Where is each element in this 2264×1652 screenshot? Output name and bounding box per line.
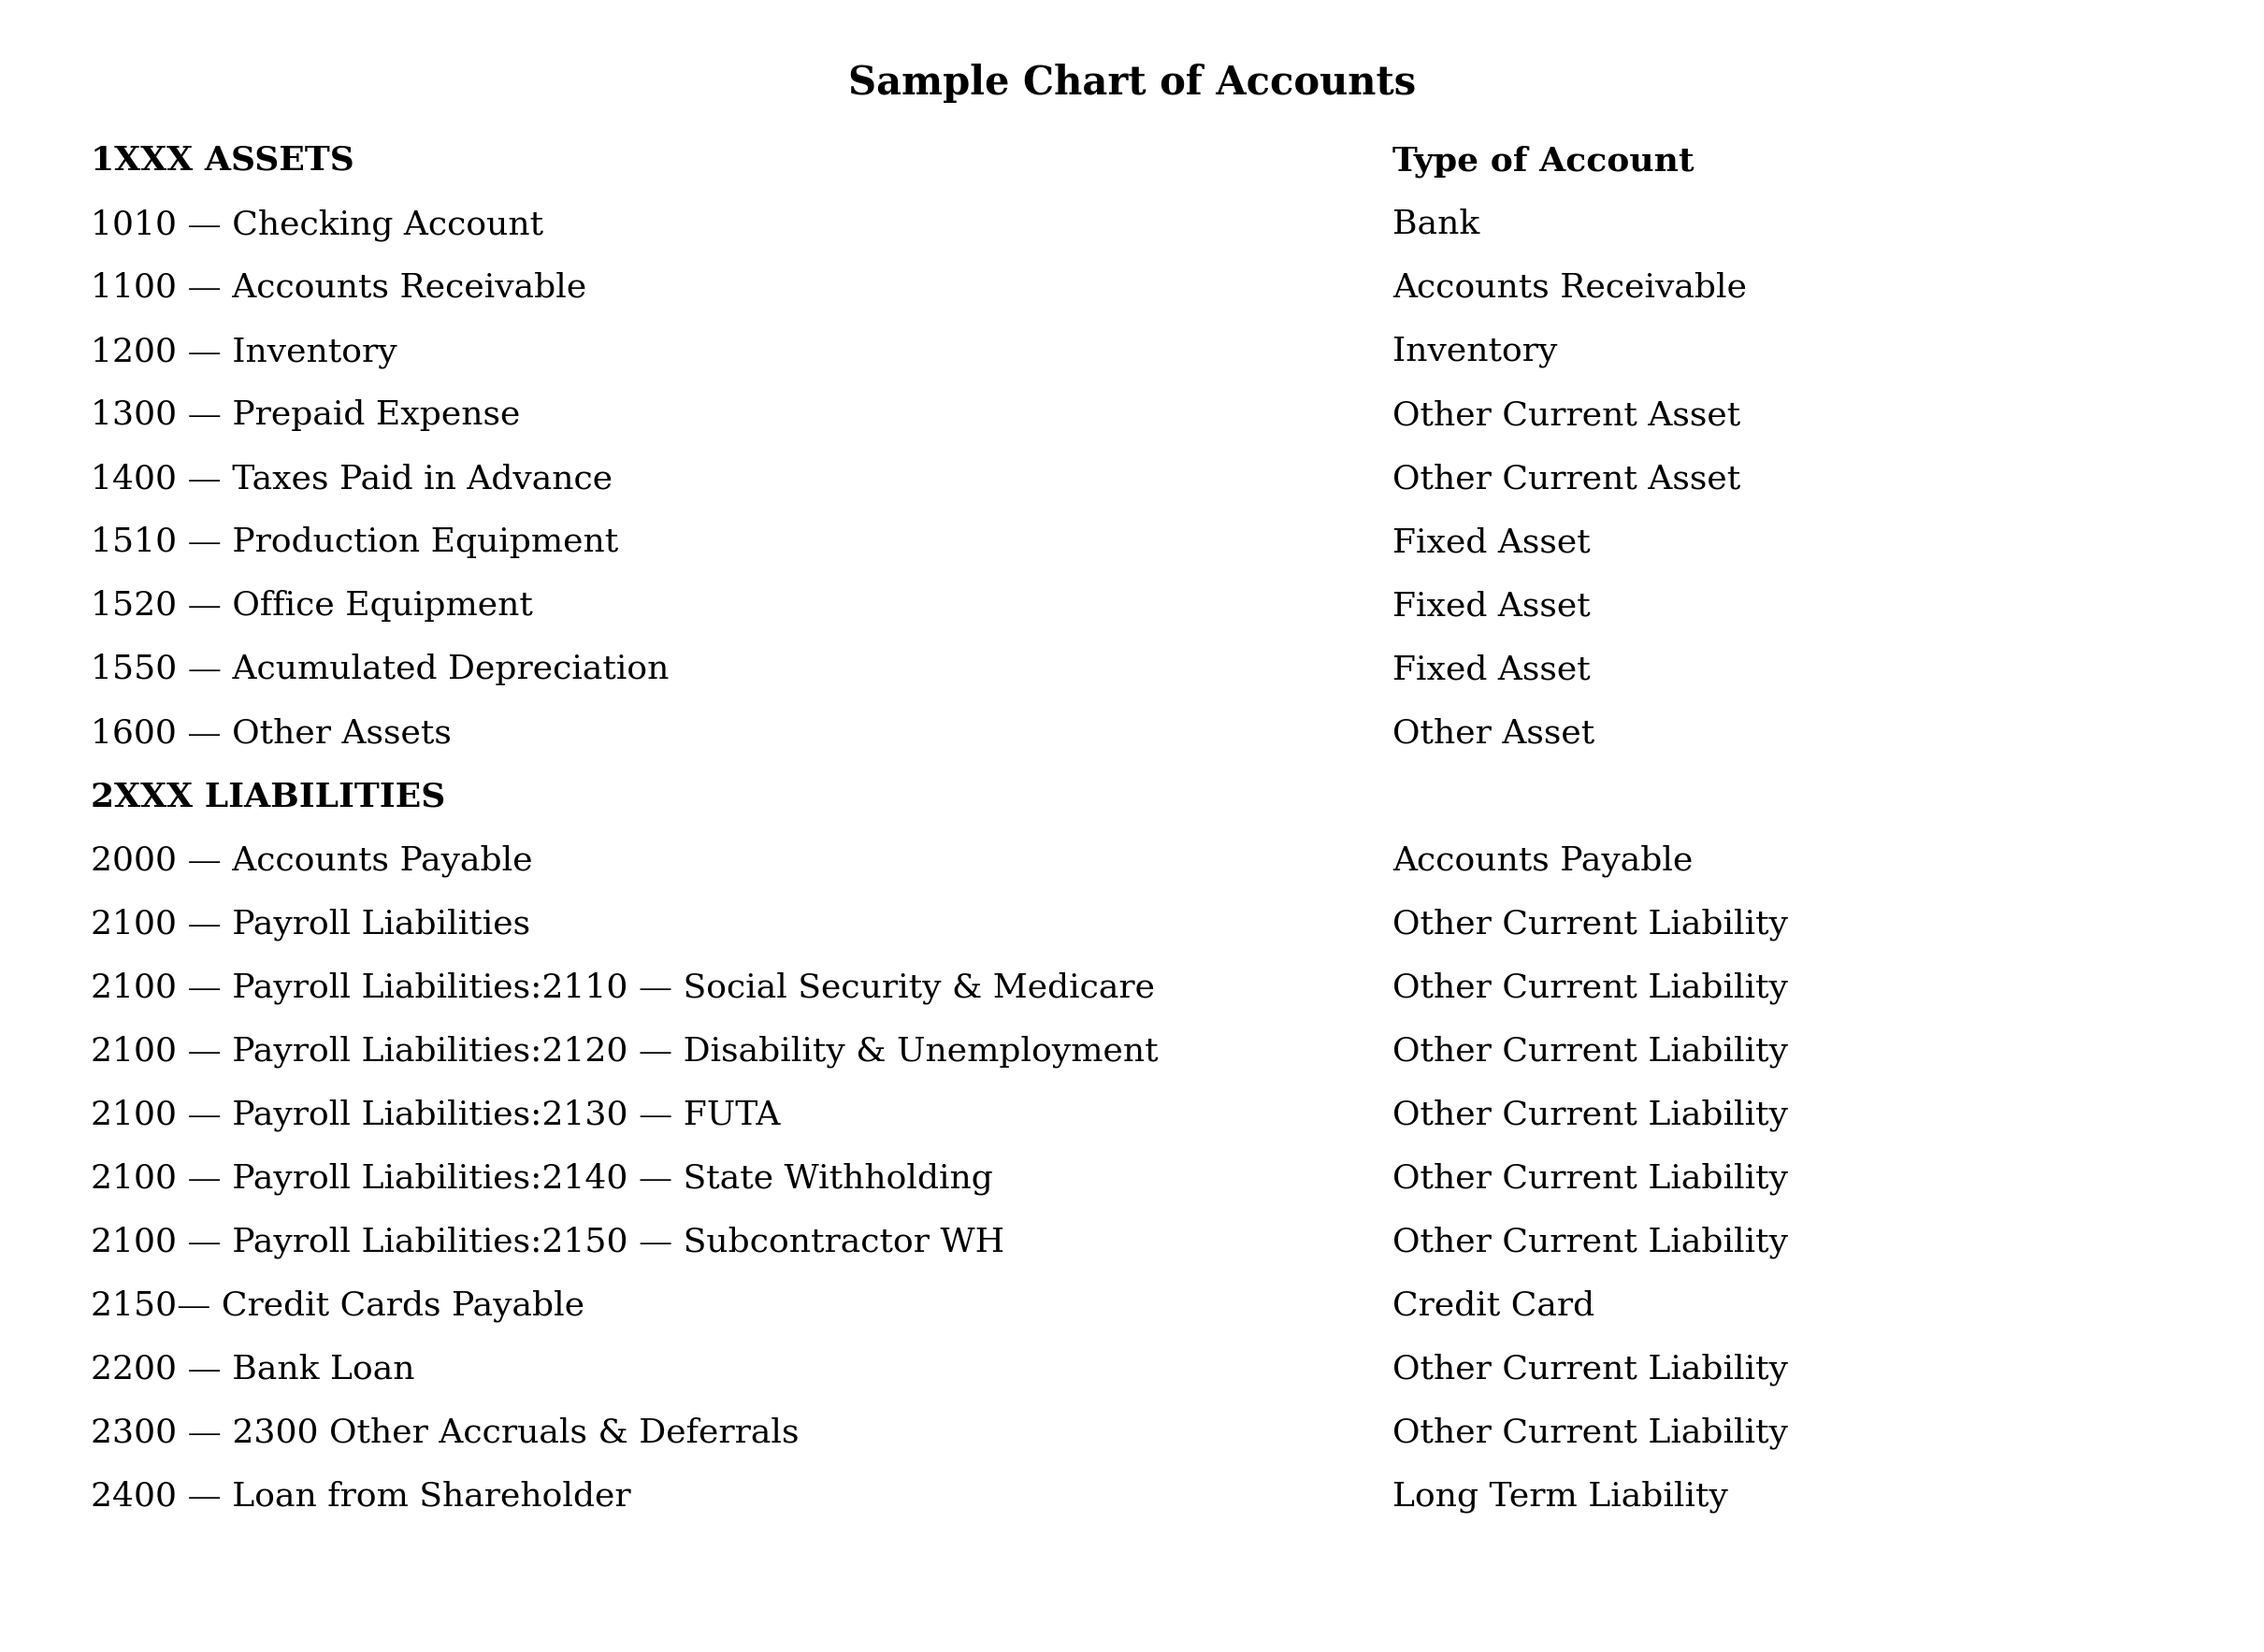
Text: 1520 — Office Equipment: 1520 — Office Equipment <box>91 590 532 621</box>
Text: Sample Chart of Accounts: Sample Chart of Accounts <box>849 63 1415 102</box>
Text: Other Current Asset: Other Current Asset <box>1392 463 1741 494</box>
Text: 2100 — Payroll Liabilities: 2100 — Payroll Liabilities <box>91 909 530 940</box>
Text: 2000 — Accounts Payable: 2000 — Accounts Payable <box>91 844 532 877</box>
Text: 2100 — Payroll Liabilities:2150 — Subcontractor WH: 2100 — Payroll Liabilities:2150 — Subcon… <box>91 1226 1005 1257</box>
Text: 2100 — Payroll Liabilities:2140 — State Withholding: 2100 — Payroll Liabilities:2140 — State … <box>91 1161 992 1194</box>
Text: 2100 — Payroll Liabilities:2110 — Social Security & Medicare: 2100 — Payroll Liabilities:2110 — Social… <box>91 971 1155 1004</box>
Text: 1550 — Acumulated Depreciation: 1550 — Acumulated Depreciation <box>91 654 668 686</box>
Text: 1600 — Other Assets: 1600 — Other Assets <box>91 717 451 748</box>
Text: 1010 — Checking Account: 1010 — Checking Account <box>91 208 543 241</box>
Text: Other Current Liability: Other Current Liability <box>1392 1099 1789 1130</box>
Text: Inventory: Inventory <box>1392 335 1558 367</box>
Text: 2400 — Loan from Shareholder: 2400 — Loan from Shareholder <box>91 1480 632 1512</box>
Text: Type of Account: Type of Account <box>1392 145 1693 177</box>
Text: Fixed Asset: Fixed Asset <box>1392 527 1589 558</box>
Text: Other Current Liability: Other Current Liability <box>1392 1034 1789 1067</box>
Text: Other Current Asset: Other Current Asset <box>1392 400 1741 431</box>
Text: 1100 — Accounts Receivable: 1100 — Accounts Receivable <box>91 273 586 304</box>
Text: 2XXX LIABILITIES: 2XXX LIABILITIES <box>91 781 446 813</box>
Text: Accounts Receivable: Accounts Receivable <box>1392 273 1748 304</box>
Text: Other Current Liability: Other Current Liability <box>1392 1353 1789 1384</box>
Text: 1400 — Taxes Paid in Advance: 1400 — Taxes Paid in Advance <box>91 463 614 494</box>
Text: 1200 — Inventory: 1200 — Inventory <box>91 335 396 368</box>
Text: Other Current Liability: Other Current Liability <box>1392 971 1789 1004</box>
Text: Other Current Liability: Other Current Liability <box>1392 1161 1789 1194</box>
Text: Fixed Asset: Fixed Asset <box>1392 590 1589 621</box>
Text: 1300 — Prepaid Expense: 1300 — Prepaid Expense <box>91 400 521 431</box>
Text: Other Current Liability: Other Current Liability <box>1392 909 1789 940</box>
Text: Long Term Liability: Long Term Liability <box>1392 1480 1727 1512</box>
Text: Other Current Liability: Other Current Liability <box>1392 1416 1789 1449</box>
Text: 1XXX ASSETS: 1XXX ASSETS <box>91 145 353 177</box>
Text: Credit Card: Credit Card <box>1392 1289 1594 1322</box>
Text: Accounts Payable: Accounts Payable <box>1392 844 1693 877</box>
Text: 2100 — Payroll Liabilities:2130 — FUTA: 2100 — Payroll Liabilities:2130 — FUTA <box>91 1099 781 1130</box>
Text: 2200 — Bank Loan: 2200 — Bank Loan <box>91 1353 414 1384</box>
Text: 2300 — 2300 Other Accruals & Deferrals: 2300 — 2300 Other Accruals & Deferrals <box>91 1416 799 1449</box>
Text: Fixed Asset: Fixed Asset <box>1392 654 1589 686</box>
Text: 1510 — Production Equipment: 1510 — Production Equipment <box>91 527 618 558</box>
Text: Bank: Bank <box>1392 208 1481 240</box>
Text: 2150— Credit Cards Payable: 2150— Credit Cards Payable <box>91 1289 584 1322</box>
Text: Other Current Liability: Other Current Liability <box>1392 1226 1789 1257</box>
Text: 2100 — Payroll Liabilities:2120 — Disability & Unemployment: 2100 — Payroll Liabilities:2120 — Disabi… <box>91 1034 1159 1067</box>
Text: Other Asset: Other Asset <box>1392 717 1594 748</box>
